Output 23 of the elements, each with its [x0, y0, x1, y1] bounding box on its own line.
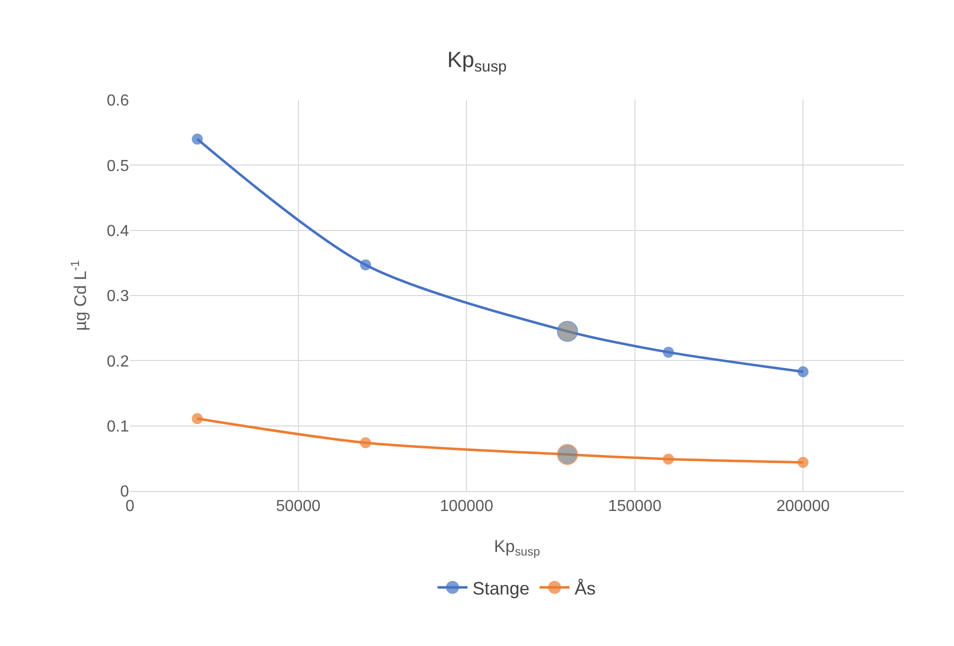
- y-tick-label: 0.1: [106, 418, 130, 436]
- y-tick-label: 0.6: [106, 92, 130, 110]
- x-tick-label: 100000: [440, 498, 494, 516]
- chart-title: Kp$_{susp}$: [447, 47, 507, 76]
- y-tick-label: 0.4: [106, 222, 130, 240]
- x-axis-title: Kp$_{susp}$: [494, 537, 540, 559]
- point: [192, 134, 203, 145]
- x-tick-label: 50000: [276, 498, 321, 516]
- x-tick-label: 200000: [776, 498, 830, 516]
- point: [662, 346, 674, 358]
- y-tick-label: 0.5: [106, 158, 130, 175]
- point: [798, 366, 809, 378]
- y-tick-label: 0: [120, 484, 130, 501]
- point: [360, 259, 372, 270]
- point: [662, 454, 674, 465]
- x-tick-label: 150000: [608, 498, 662, 516]
- legend-label: Stange: [472, 578, 530, 598]
- point: [360, 437, 372, 448]
- y-tick-label: 0.2: [106, 353, 130, 370]
- point: [798, 456, 809, 468]
- point: [192, 413, 203, 424]
- y-tick-label: 0.3: [106, 288, 130, 306]
- legend-label: Ås: [574, 578, 596, 598]
